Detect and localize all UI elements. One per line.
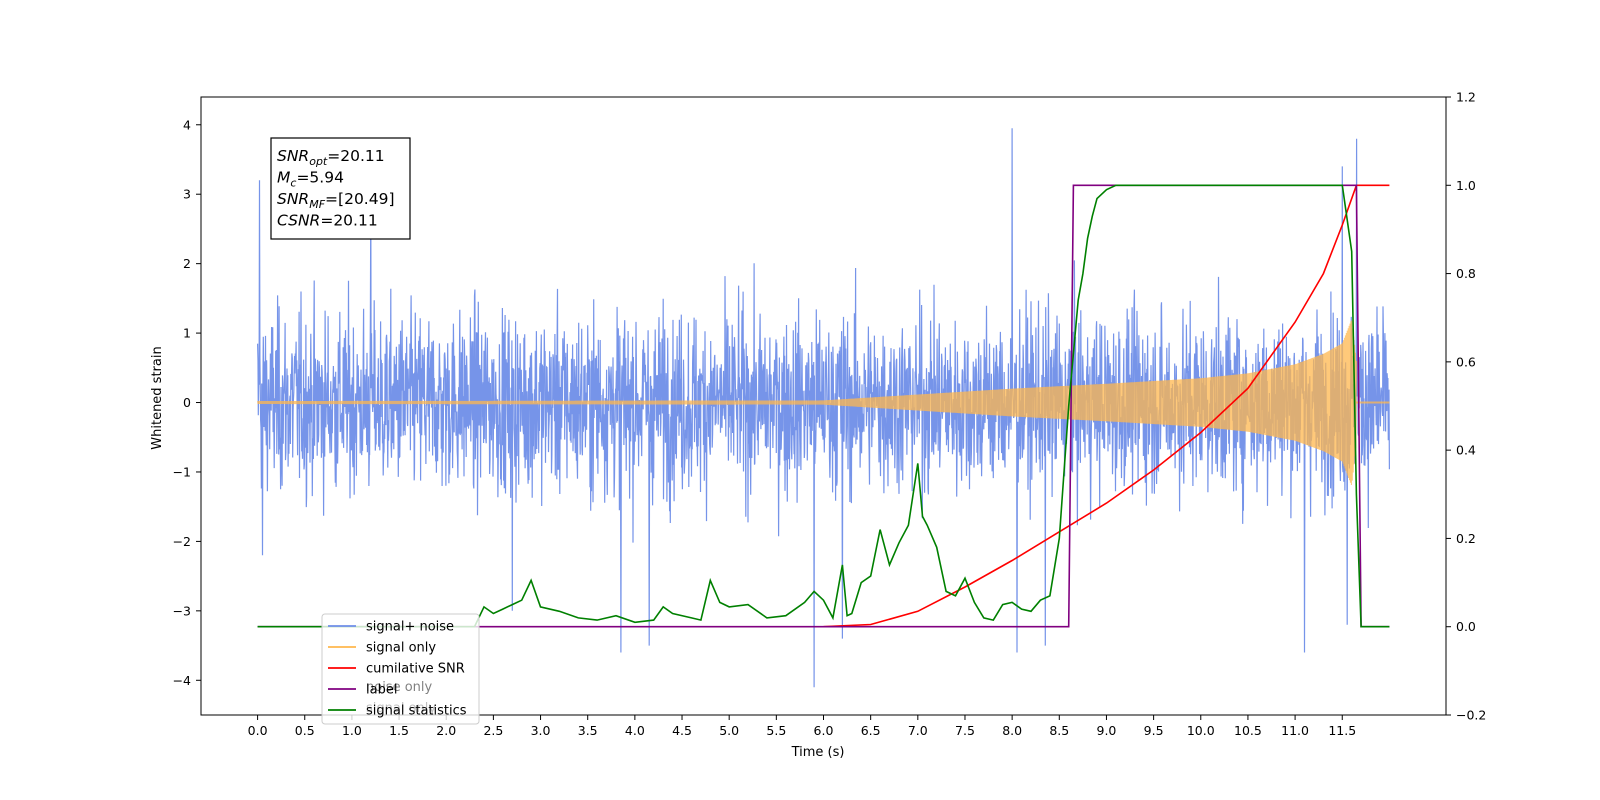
plot-layer (257, 128, 1390, 688)
x-tick-label: 8.0 (1002, 723, 1022, 738)
x-tick-label: 4.5 (672, 723, 692, 738)
y-tick-label: −2 (173, 534, 191, 549)
x-tick-label: 2.5 (483, 723, 503, 738)
x-tick-label: 4.0 (625, 723, 645, 738)
x-tick-label: 7.5 (955, 723, 975, 738)
annotation-line: CSNR=20.11 (277, 212, 378, 230)
x-tick-label: 8.5 (1049, 723, 1069, 738)
x-tick-label: 0.0 (248, 723, 268, 738)
x-tick-label: 0.5 (295, 723, 315, 738)
legend: noise only signal only signal+ noise signal… (321, 613, 480, 725)
x-axis-label: Time (s) (791, 745, 845, 760)
series-signal-noise-line (257, 128, 1390, 688)
y-tick-label: 2 (183, 256, 191, 271)
y2-tick-label: 0.4 (1456, 443, 1476, 458)
x-tick-label: 3.5 (578, 723, 598, 738)
x-tick-label: 1.0 (342, 723, 362, 738)
y-tick-label: 0 (183, 395, 191, 410)
x-tick-label: 2.0 (436, 723, 456, 738)
axes-layer: 0.0 0.5 1.0 1.5 2.0 2.5 3.0 3.5 4.0 4.5 5.0 5.5 6.0 6… (173, 90, 1487, 739)
x-tick-label: 10.5 (1234, 723, 1262, 738)
x-tick-label: 10.0 (1187, 723, 1215, 738)
y-tick-label: 4 (183, 117, 191, 132)
x-tick-label: 6.0 (814, 723, 834, 738)
series-cumilative-snr-line (823, 184, 1390, 628)
legend-ghost-label: noise only (366, 680, 433, 695)
x-tick-label: 7.0 (908, 723, 928, 738)
x-tick-label: 9.5 (1144, 723, 1164, 738)
x-tick-label: 11.0 (1281, 723, 1309, 738)
x-tick-label: 11.5 (1328, 723, 1356, 738)
x-tick-label: 1.5 (389, 723, 409, 738)
legend-frame (321, 613, 480, 725)
x-tick-label: 6.5 (861, 723, 881, 738)
annotation-line: Mc=5.94 (277, 169, 344, 190)
y2-tick-label: 0.8 (1456, 266, 1476, 281)
y-tick-label: 3 (183, 187, 191, 202)
y2-tick-label: 1.2 (1456, 90, 1476, 105)
annotation-box: SNRopt=20.11Mc=5.94SNRMF=[20.49]CSNR=20.… (270, 137, 411, 240)
annotation-line: SNRopt=20.11 (277, 147, 385, 168)
legend-label: cumilative SNR (366, 662, 465, 677)
y2-tick-label: 1.0 (1456, 178, 1476, 193)
annotation-line: SNRMF=[20.49] (277, 190, 395, 211)
legend-label: signal only (366, 641, 436, 656)
annotation-frame (270, 137, 411, 240)
y-tick-label: −3 (173, 603, 191, 618)
x-tick-label: 9.0 (1097, 723, 1117, 738)
legend-ghost-label: signal only (366, 701, 436, 716)
y2-tick-label: 0.2 (1456, 531, 1476, 546)
x-tick-label: 5.5 (766, 723, 786, 738)
y-axis-label: Whitened strain (150, 346, 165, 449)
y2-tick-label: 0.0 (1456, 619, 1476, 634)
y2-tick-label: 0.6 (1456, 354, 1476, 369)
x-tick-label: 3.0 (531, 723, 551, 738)
y-tick-label: −1 (173, 464, 191, 479)
legend-label: signal statistics (366, 704, 467, 719)
x-tick-label: 5.0 (719, 723, 739, 738)
y-tick-label: −4 (173, 673, 191, 688)
legend-label: label (366, 683, 397, 698)
y-tick-label: 1 (183, 326, 191, 341)
y2-tick-label: −0.2 (1456, 708, 1486, 723)
legend-label: signal+ noise (366, 620, 454, 635)
series-signal-statistics-line (257, 184, 1390, 628)
series-signal-only-line (257, 320, 1357, 486)
